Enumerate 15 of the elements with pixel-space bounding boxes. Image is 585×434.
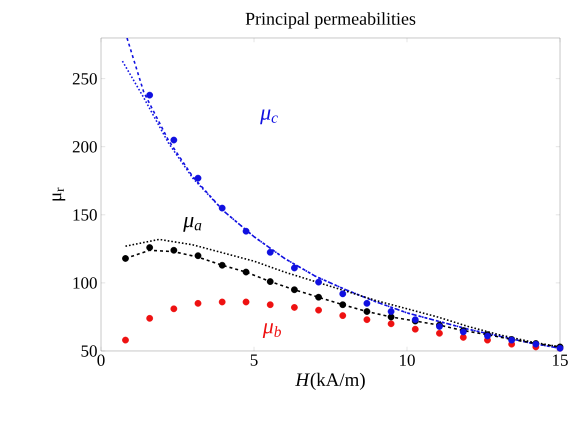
chart-title: Principal permeabilities (246, 12, 416, 28)
y-tick-label: 200 (72, 141, 97, 153)
x-tick-label: 15 (553, 354, 568, 366)
y-tick-label: 150 (74, 209, 97, 221)
y-tick-label: 100 (74, 277, 97, 289)
x-tick-label: 10 (400, 354, 415, 366)
series-label: μ$_{b}$ (262, 323, 281, 338)
y-tick-label: 50 (82, 345, 97, 357)
x-tick-label: 0 (97, 354, 105, 366)
x-tick-label: 5 (250, 354, 258, 366)
y-axis-title: μ$_{r}$ (52, 188, 66, 200)
y-tick-label: 250 (72, 73, 97, 85)
x-axis-title: H(kA/m) (295, 372, 365, 390)
text: μ$_{c}$ (260, 110, 278, 124)
series-label: μ$_{a}$ (183, 217, 202, 232)
